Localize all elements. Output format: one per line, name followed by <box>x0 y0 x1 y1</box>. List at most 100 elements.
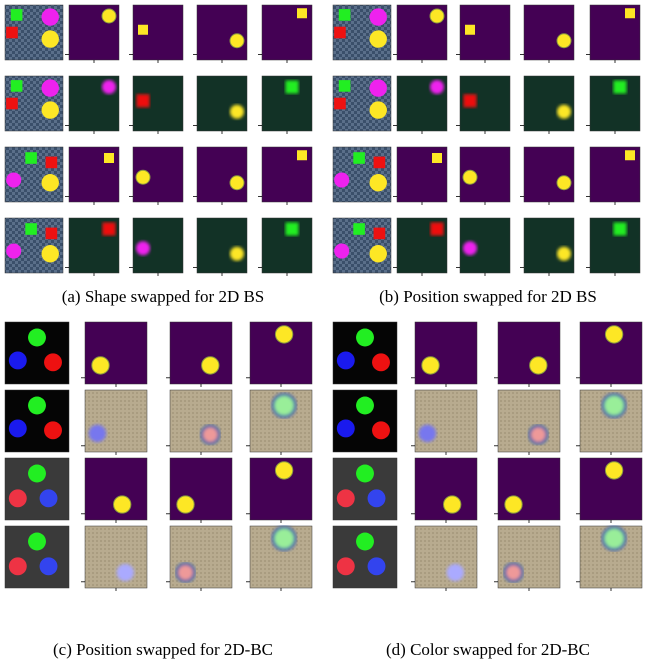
circle-shape <box>28 397 46 415</box>
tile-background <box>415 526 477 588</box>
circle-shape <box>430 9 444 23</box>
circle-shape <box>430 80 444 94</box>
image-tile <box>129 218 183 276</box>
circle-shape <box>370 79 387 96</box>
image-tile <box>166 526 232 591</box>
tile-background <box>170 390 232 452</box>
circle-shape <box>370 174 387 191</box>
image-tile <box>193 5 247 63</box>
circle-shape <box>419 425 436 442</box>
image-tile <box>246 458 312 523</box>
image-tile <box>246 526 312 591</box>
image-tile <box>129 5 183 63</box>
image-tile <box>65 218 119 276</box>
circle-shape <box>275 326 292 343</box>
image-tile <box>456 76 510 134</box>
shape-group <box>230 105 244 119</box>
circle-shape <box>337 351 355 369</box>
shape-group <box>102 80 116 94</box>
circle-shape <box>202 357 219 374</box>
image-tile <box>5 147 63 202</box>
circle-shape <box>444 496 461 513</box>
image-tile <box>193 147 247 205</box>
circle-shape <box>40 557 58 575</box>
tile-background <box>415 322 477 384</box>
tile-background <box>524 147 574 202</box>
circle-shape <box>356 533 374 551</box>
image-tile <box>333 458 397 520</box>
image-tile <box>520 147 574 205</box>
image-tile <box>520 76 574 134</box>
image-tile <box>65 5 119 63</box>
shape-group <box>430 80 444 94</box>
circle-shape <box>337 489 355 507</box>
square-shape <box>465 25 475 35</box>
image-tile <box>5 390 69 452</box>
image-tile <box>586 76 640 134</box>
image-tile <box>258 147 312 205</box>
image-tile <box>411 526 477 591</box>
square-shape <box>138 25 148 35</box>
circle-shape <box>447 564 464 581</box>
image-tile <box>494 526 560 591</box>
image-tile <box>393 147 447 205</box>
square-shape <box>464 94 477 107</box>
image-tile <box>5 526 69 588</box>
tile-background <box>197 218 247 273</box>
image-tile <box>81 390 147 455</box>
shape-group <box>614 223 627 236</box>
tile-background <box>415 390 477 452</box>
circle-shape <box>44 421 62 439</box>
circle-shape <box>177 564 194 581</box>
image-tile <box>494 458 560 523</box>
image-tile <box>166 390 232 455</box>
image-tile <box>576 390 642 455</box>
image-tile <box>494 322 560 387</box>
caption: (a) Shape swapped for 2D BS <box>62 287 265 306</box>
circle-shape <box>42 79 59 96</box>
square-shape <box>11 9 23 21</box>
circle-shape <box>370 8 387 25</box>
image-tile <box>5 218 63 273</box>
image-tile <box>456 5 510 63</box>
image-tile <box>5 76 63 131</box>
tile-background <box>85 390 147 452</box>
image-tile <box>393 5 447 63</box>
image-tile <box>258 76 312 134</box>
shape-group <box>136 241 150 255</box>
circle-shape <box>372 421 390 439</box>
circle-shape <box>372 353 390 371</box>
shape-group <box>530 426 547 443</box>
circle-shape <box>370 245 387 262</box>
square-shape <box>431 223 444 236</box>
shape-group <box>431 223 444 236</box>
square-shape <box>11 80 23 92</box>
circle-shape <box>370 30 387 47</box>
shape-group <box>557 105 571 119</box>
square-shape <box>297 150 307 160</box>
shape-group <box>273 394 295 416</box>
image-tile <box>333 147 391 202</box>
image-tile <box>246 390 312 455</box>
square-shape <box>625 150 635 160</box>
circle-shape <box>368 557 386 575</box>
circle-shape <box>370 101 387 118</box>
caption: (b) Position swapped for 2D BS <box>379 287 597 306</box>
square-shape <box>25 152 37 164</box>
circle-shape <box>605 326 622 343</box>
shape-group <box>463 241 477 255</box>
circle-shape <box>202 426 219 443</box>
circle-shape <box>230 176 244 190</box>
circle-shape <box>42 8 59 25</box>
image-tile <box>333 76 391 131</box>
image-tile <box>5 5 63 60</box>
circle-shape <box>6 172 21 187</box>
square-shape <box>25 223 37 235</box>
shape-group <box>177 564 194 581</box>
image-tile <box>258 218 312 276</box>
square-shape <box>46 228 58 240</box>
circle-shape <box>92 357 109 374</box>
shape-group <box>273 527 295 549</box>
shape-group <box>447 564 464 581</box>
image-tile <box>166 322 232 387</box>
